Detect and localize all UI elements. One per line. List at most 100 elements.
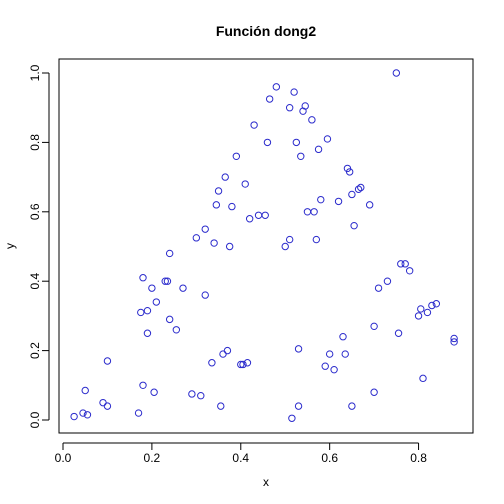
data-point [401, 260, 409, 268]
data-point [330, 365, 338, 374]
data-point [428, 301, 436, 310]
data-point [348, 190, 356, 199]
x-tick-label: 0.0 [55, 451, 72, 465]
data-point [201, 291, 209, 299]
data-point [221, 173, 229, 181]
data-point [432, 300, 441, 308]
data-point [423, 308, 432, 317]
data-point [165, 315, 174, 324]
data-point [214, 187, 223, 195]
data-point [317, 195, 325, 204]
y-tick-label: 0.8 [28, 134, 42, 151]
data-point [323, 135, 332, 143]
data-point [245, 215, 254, 223]
data-point [405, 267, 414, 275]
data-point [81, 386, 89, 395]
x-tick-label: 0.8 [410, 451, 427, 465]
data-point [201, 225, 209, 233]
y-axis: 0.0 0.2 0.4 0.6 0.8 1.0 [28, 64, 50, 428]
data-points [70, 69, 458, 422]
data-point [321, 362, 329, 370]
data-point [450, 338, 458, 346]
data-point [83, 411, 92, 419]
data-point [103, 357, 112, 365]
data-point [139, 381, 147, 389]
data-point [392, 69, 401, 77]
data-point [254, 211, 263, 219]
data-point [290, 88, 298, 96]
data-point [288, 414, 296, 422]
data-point [172, 326, 181, 334]
data-point [294, 345, 303, 353]
x-tick-label: 0.4 [232, 451, 249, 465]
y-axis-label: y [3, 243, 17, 249]
x-tick-label: 0.6 [321, 451, 338, 465]
data-point [272, 83, 281, 91]
data-point [292, 138, 301, 147]
data-point [179, 284, 187, 292]
data-point [374, 284, 383, 292]
data-point [70, 412, 78, 421]
data-point [103, 402, 112, 410]
data-point [243, 359, 252, 367]
data-point [217, 402, 225, 410]
data-point [370, 388, 378, 396]
data-point [314, 145, 323, 154]
data-point [225, 242, 234, 251]
data-point [263, 138, 272, 147]
data-point [339, 333, 347, 341]
data-point [417, 305, 425, 313]
data-point [285, 235, 294, 244]
data-point [303, 208, 312, 216]
data-point [334, 197, 343, 206]
data-point [152, 298, 161, 306]
data-point [208, 359, 216, 367]
data-point [241, 180, 249, 188]
x-axis-label: x [263, 475, 269, 489]
y-tick-label: 1.0 [28, 64, 42, 81]
data-point [419, 374, 427, 383]
data-point [365, 201, 374, 209]
x-axis: 0.0 0.2 0.4 0.6 0.8 [55, 442, 427, 465]
data-point [99, 398, 107, 407]
x-tick-label: 0.2 [144, 451, 161, 465]
data-point [370, 322, 378, 331]
data-point [354, 185, 363, 193]
data-point [197, 392, 205, 400]
data-point [143, 329, 152, 337]
data-point [237, 360, 245, 369]
data-point [261, 211, 269, 219]
plot-frame [58, 58, 474, 434]
data-point [350, 221, 358, 230]
data-point [192, 234, 201, 242]
y-tick-label: 0.6 [28, 203, 42, 220]
data-point [228, 202, 236, 211]
data-point [297, 152, 305, 160]
data-point [312, 235, 321, 244]
data-point [325, 350, 334, 358]
data-point [308, 116, 316, 124]
data-point [294, 402, 303, 410]
data-point [148, 284, 156, 292]
data-point [134, 409, 143, 417]
data-point [223, 346, 232, 355]
data-point [281, 242, 289, 251]
data-point [137, 308, 145, 317]
data-point [394, 329, 403, 337]
data-point [143, 306, 152, 315]
y-tick-label: 0.2 [28, 342, 42, 359]
data-point [232, 152, 241, 160]
data-point [450, 334, 458, 343]
data-point [79, 409, 87, 417]
data-point [414, 312, 423, 320]
data-point [239, 360, 247, 369]
data-point [341, 350, 349, 358]
data-point [161, 277, 169, 285]
data-point [357, 183, 365, 192]
data-point [165, 249, 174, 258]
data-point [383, 277, 392, 285]
data-point [139, 274, 147, 282]
data-point [301, 102, 309, 110]
data-point [210, 239, 218, 247]
data-point [150, 388, 158, 396]
